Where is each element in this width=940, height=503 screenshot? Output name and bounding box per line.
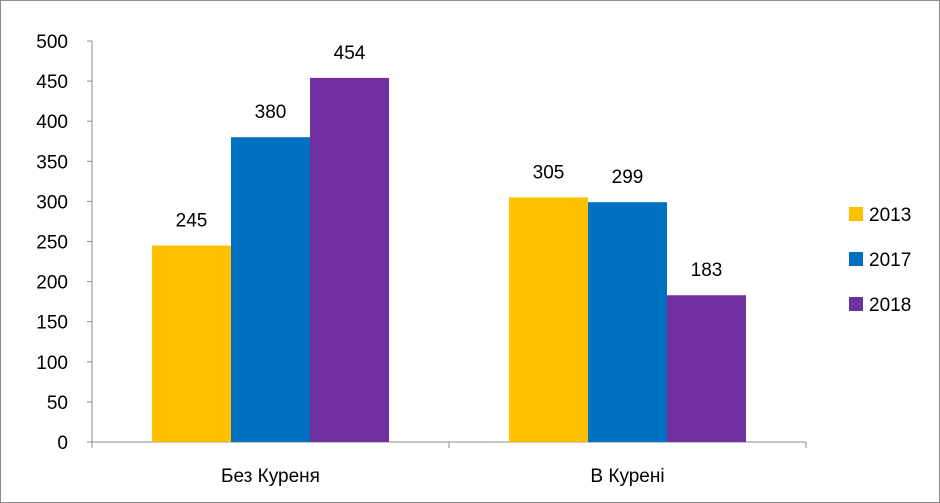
y-tick-label: 350 [36,152,68,173]
bar-2013-1 [152,245,231,442]
y-tick-label: 50 [47,393,68,414]
y-tick-label: 100 [36,353,68,374]
bar-2017-1 [231,137,310,443]
legend-label: 2017 [869,250,911,271]
legend-swatch-2018 [849,297,863,311]
legend-swatch-2013 [849,207,863,221]
legend-swatch-2017 [849,252,863,266]
bar-2018-2 [667,295,746,442]
data-label: 183 [691,260,723,281]
data-label: 305 [533,162,565,183]
y-tick-label: 0 [57,433,68,454]
y-tick-label: 400 [36,112,68,133]
bar-2017-2 [588,202,667,442]
y-tick-label: 200 [36,273,68,294]
data-label: 299 [612,167,644,188]
data-label: 454 [334,43,366,64]
y-tick-label: 500 [36,32,68,53]
y-tick-label: 450 [36,72,68,93]
y-tick-label: 150 [36,313,68,334]
x-category-label: В Курені [590,466,664,487]
y-tick-label: 250 [36,233,68,254]
legend-label: 2013 [869,205,911,226]
data-label: 380 [255,102,287,123]
y-tick-label: 300 [36,192,68,213]
bar-2013-2 [509,197,588,442]
data-label: 245 [176,211,208,232]
legend-label: 2018 [869,295,911,316]
x-category-label: Без Куреня [221,466,320,487]
bar-2018-1 [310,77,389,442]
